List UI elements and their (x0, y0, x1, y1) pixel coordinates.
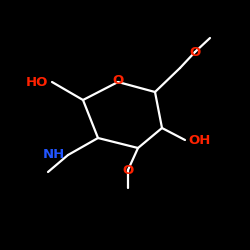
Text: OH: OH (188, 134, 210, 146)
Text: O: O (122, 164, 134, 176)
Text: O: O (112, 74, 124, 88)
Text: NH: NH (43, 148, 65, 162)
Text: O: O (190, 46, 200, 59)
Text: HO: HO (26, 76, 48, 88)
